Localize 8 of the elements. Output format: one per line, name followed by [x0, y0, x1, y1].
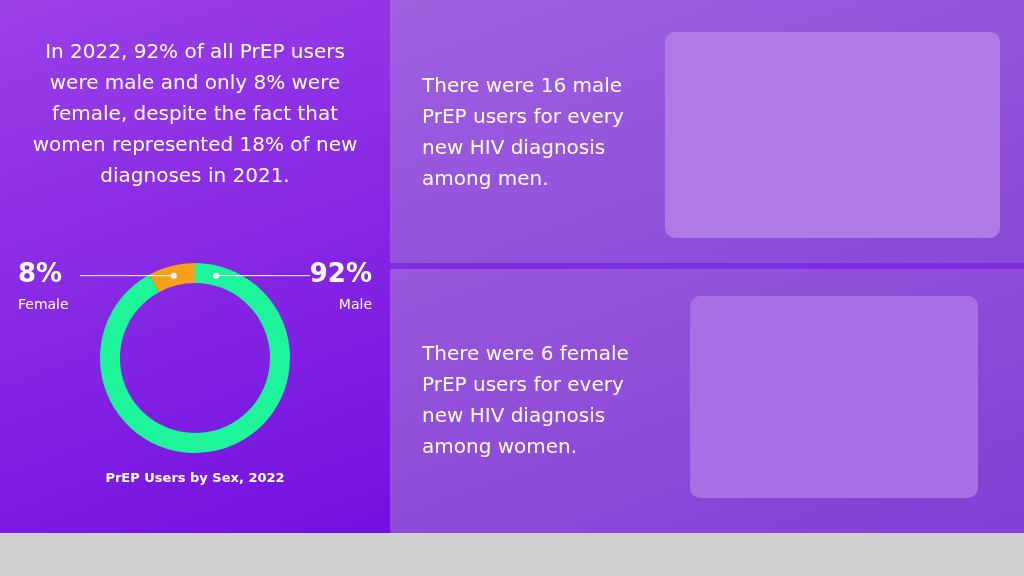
slice-label: Female	[18, 296, 69, 313]
data-label: 92%	[309, 258, 372, 289]
text: In 2022, 92% of all PrEP users were male and only 8% were female, despite the fact that women represented 18% of new diagnoses in 2021.	[31, 38, 359, 189]
text: There were 16 male PrEP users for every new HIV diagnosis among men.	[422, 72, 625, 192]
text: PrEP Users by Sex, 2022	[104, 470, 286, 485]
text: There were 6 female PrEP users for every new HIV diagnosis among women.	[422, 340, 630, 460]
data-label: 8%	[18, 258, 63, 289]
slice-label: Male	[338, 296, 372, 313]
